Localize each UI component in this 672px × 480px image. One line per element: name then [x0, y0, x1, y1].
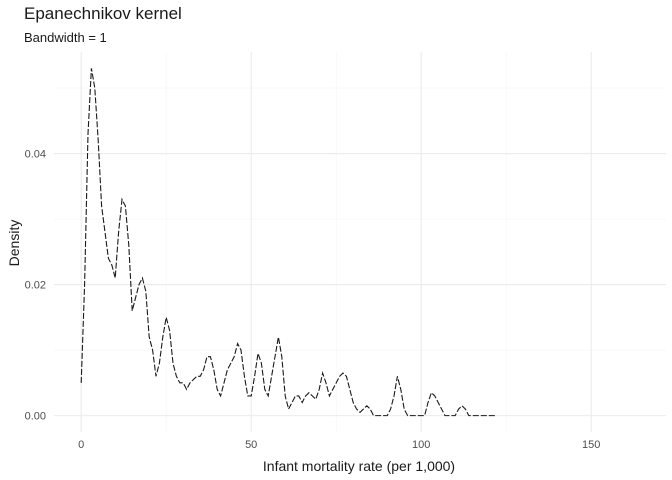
x-tick-label: 50 — [245, 439, 257, 451]
y-tick-label: 0.02 — [25, 280, 46, 292]
density-curve — [80, 68, 496, 417]
gridlines — [54, 52, 666, 432]
y-tick-label: 0.04 — [25, 149, 46, 161]
y-tick-label: 0.00 — [25, 411, 46, 423]
chart-subtitle: Bandwidth = 1 — [24, 30, 107, 45]
x-tick-label: 0 — [78, 439, 84, 451]
x-axis-title: Infant mortality rate (per 1,000) — [263, 458, 455, 474]
axis-ticks: 0 50 100 150 0.00 0.02 0.04 — [25, 149, 601, 451]
chart-title: Epanechnikov kernel — [24, 4, 182, 23]
x-tick-label: 100 — [412, 439, 430, 451]
x-tick-label: 150 — [582, 439, 600, 451]
y-axis-title: Density — [6, 220, 22, 267]
